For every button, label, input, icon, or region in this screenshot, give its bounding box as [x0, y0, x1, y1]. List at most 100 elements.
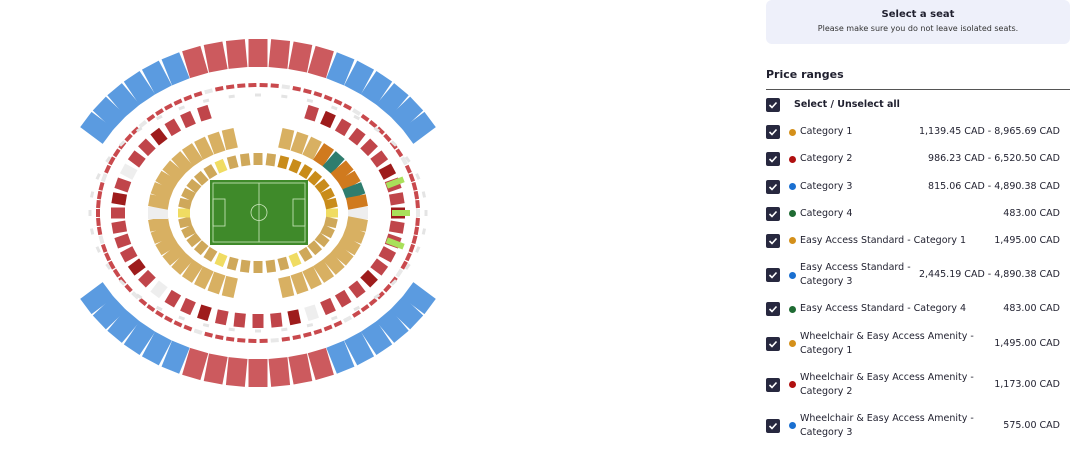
- seat-section[interactable]: [277, 155, 290, 170]
- seat-section[interactable]: [376, 309, 409, 343]
- seat-section[interactable]: [288, 158, 302, 174]
- seat-section[interactable]: [330, 315, 338, 321]
- seat-section[interactable]: [270, 83, 279, 89]
- seat-section[interactable]: [164, 315, 173, 323]
- seat-section[interactable]: [95, 246, 101, 253]
- seat-section[interactable]: [320, 187, 335, 202]
- seat-section[interactable]: [178, 197, 192, 210]
- seat-section[interactable]: [400, 260, 408, 270]
- seat-section[interactable]: [214, 86, 224, 92]
- seat-section[interactable]: [360, 321, 393, 356]
- checkbox[interactable]: [766, 179, 780, 194]
- seat-section[interactable]: [415, 217, 420, 227]
- seat-section[interactable]: [98, 182, 105, 191]
- seat-section[interactable]: [360, 304, 370, 313]
- seat-section[interactable]: [392, 210, 410, 216]
- seat-section[interactable]: [259, 338, 268, 344]
- seat-section[interactable]: [360, 138, 378, 157]
- seat-section[interactable]: [421, 228, 427, 235]
- seat-section[interactable]: [334, 118, 352, 137]
- seat-section[interactable]: [197, 304, 212, 322]
- seat-section[interactable]: [255, 329, 261, 333]
- checkbox[interactable]: [766, 125, 780, 140]
- seat-section[interactable]: [214, 158, 228, 174]
- seat-section[interactable]: [278, 128, 295, 151]
- seat-section[interactable]: [161, 340, 190, 374]
- seat-section[interactable]: [155, 234, 179, 256]
- seat-section[interactable]: [288, 252, 302, 268]
- seat-section[interactable]: [124, 283, 133, 293]
- seat-section[interactable]: [248, 359, 268, 387]
- seat-section[interactable]: [312, 143, 335, 167]
- seat-section[interactable]: [404, 252, 412, 262]
- seat-section[interactable]: [352, 310, 361, 318]
- seat-section[interactable]: [197, 104, 212, 122]
- seat-section[interactable]: [304, 304, 319, 322]
- seat-section[interactable]: [424, 210, 428, 216]
- seat-section[interactable]: [326, 208, 338, 218]
- seat-section[interactable]: [330, 160, 354, 183]
- seat-section[interactable]: [111, 220, 128, 234]
- seat-section[interactable]: [343, 315, 352, 323]
- seat-section[interactable]: [307, 170, 323, 186]
- seat-section[interactable]: [304, 104, 319, 122]
- seat-section[interactable]: [105, 263, 112, 270]
- checkbox[interactable]: [766, 418, 780, 433]
- seat-section[interactable]: [161, 52, 190, 86]
- seat-section[interactable]: [288, 41, 313, 73]
- seat-section[interactable]: [193, 170, 209, 186]
- seat-section[interactable]: [255, 93, 261, 97]
- seat-section[interactable]: [135, 126, 143, 133]
- seat-section[interactable]: [173, 320, 183, 328]
- seat-section[interactable]: [92, 96, 127, 130]
- seat-section[interactable]: [400, 156, 408, 166]
- seat-section[interactable]: [221, 128, 238, 151]
- seat-section[interactable]: [150, 127, 168, 146]
- seat-section[interactable]: [281, 336, 291, 342]
- seat-section[interactable]: [123, 70, 156, 105]
- seat-section[interactable]: [348, 280, 366, 299]
- seat-section[interactable]: [413, 190, 420, 200]
- seat-section[interactable]: [411, 182, 418, 191]
- seat-section[interactable]: [112, 268, 121, 278]
- seat-section[interactable]: [395, 268, 404, 278]
- seat-section[interactable]: [108, 156, 116, 166]
- seat-section[interactable]: [320, 297, 336, 316]
- seat-section[interactable]: [180, 297, 196, 316]
- seat-section[interactable]: [207, 131, 226, 155]
- seat-section[interactable]: [141, 60, 172, 95]
- seat-section[interactable]: [100, 243, 108, 253]
- seat-section[interactable]: [178, 216, 192, 229]
- seat-section[interactable]: [288, 353, 313, 385]
- seat-section[interactable]: [96, 199, 101, 209]
- seat-section[interactable]: [326, 52, 355, 86]
- seat-section[interactable]: [186, 232, 202, 248]
- seat-section[interactable]: [127, 258, 146, 276]
- seat-section[interactable]: [344, 60, 375, 95]
- seat-section[interactable]: [334, 289, 352, 308]
- seat-section[interactable]: [342, 182, 366, 201]
- seat-section[interactable]: [376, 83, 409, 117]
- seat-section[interactable]: [146, 113, 156, 122]
- seat-section[interactable]: [253, 261, 263, 273]
- seat-section[interactable]: [104, 164, 112, 174]
- seat-section[interactable]: [203, 164, 218, 180]
- seat-section[interactable]: [181, 143, 204, 167]
- seat-section[interactable]: [105, 156, 112, 163]
- seat-section[interactable]: [138, 138, 156, 157]
- seat-section[interactable]: [178, 315, 186, 321]
- seat-section[interactable]: [237, 337, 246, 343]
- seat-section[interactable]: [202, 323, 210, 328]
- seat-section[interactable]: [376, 291, 385, 300]
- seat-section[interactable]: [138, 297, 148, 306]
- seat-section[interactable]: [404, 263, 411, 270]
- seat-section[interactable]: [313, 91, 323, 98]
- seat-section[interactable]: [360, 269, 378, 288]
- seat-section[interactable]: [312, 259, 335, 283]
- seat-section[interactable]: [183, 94, 193, 102]
- seat-section[interactable]: [194, 266, 214, 290]
- seat-section[interactable]: [390, 279, 398, 286]
- seat-section[interactable]: [298, 246, 313, 262]
- seat-section[interactable]: [225, 336, 235, 342]
- seat-section[interactable]: [164, 289, 182, 308]
